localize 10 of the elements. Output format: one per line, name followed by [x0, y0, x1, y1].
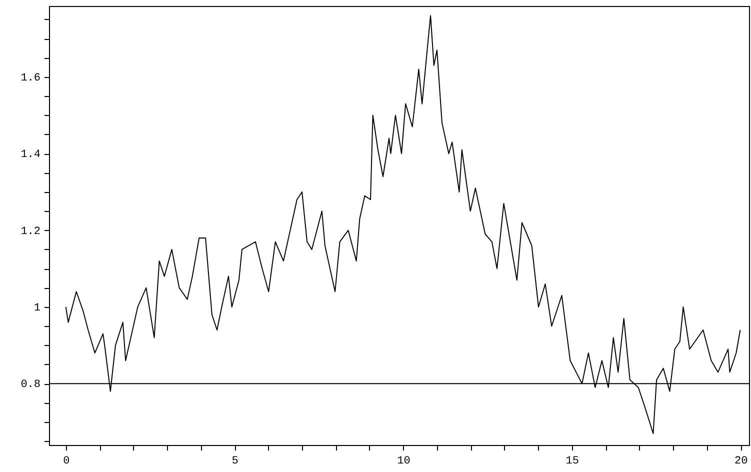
x-tick-label: 20 [734, 456, 748, 468]
y-tick-label: 0.8 [20, 379, 40, 392]
x-tick-label: 5 [232, 456, 238, 468]
x-tick-label: 10 [397, 456, 410, 468]
x-tick-label: 0 [63, 456, 70, 468]
x-tick-label: 15 [566, 456, 579, 468]
y-tick-label: 1.6 [20, 72, 40, 84]
y-tick-label: 1 [34, 302, 41, 314]
y-tick-label: 1.2 [20, 226, 40, 238]
y-tick-label: 1.4 [20, 149, 41, 162]
